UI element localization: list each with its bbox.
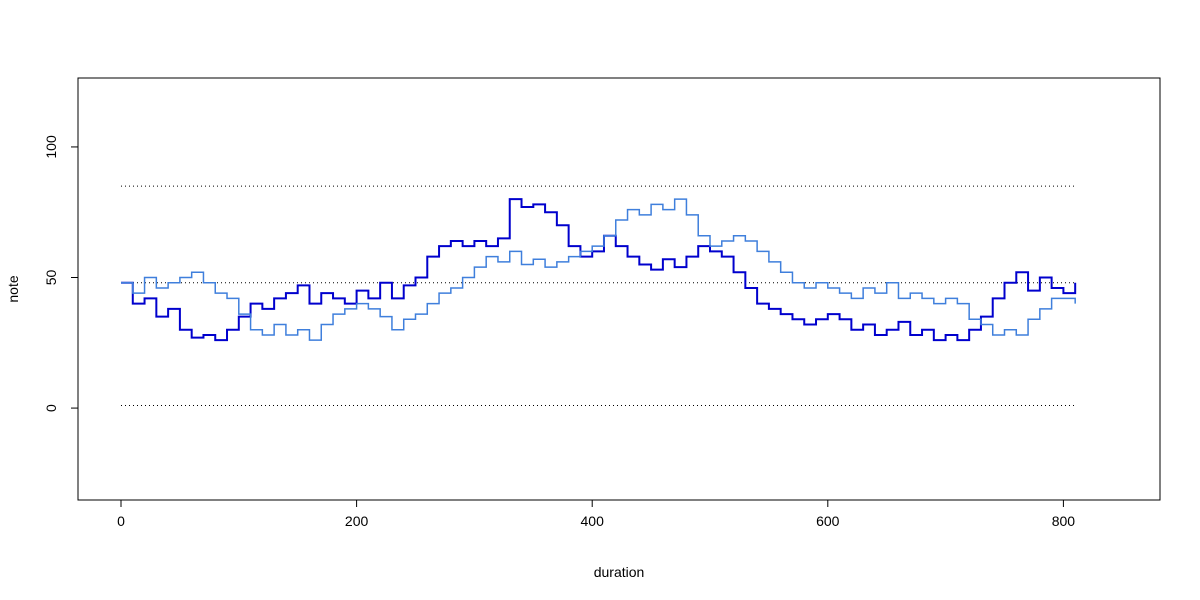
y-axis-label: note bbox=[5, 275, 21, 302]
step-line bbox=[120, 198, 1076, 341]
y-tick-label: 100 bbox=[43, 135, 59, 159]
x-tick-label: 800 bbox=[1052, 513, 1076, 529]
x-tick-label: 0 bbox=[117, 513, 125, 529]
y-tick-label: 0 bbox=[43, 404, 59, 412]
step-line bbox=[120, 198, 1077, 342]
x-tick-label: 600 bbox=[816, 513, 840, 529]
x-axis-label: duration bbox=[594, 564, 645, 580]
y-tick-label: 50 bbox=[43, 270, 59, 286]
x-tick-label: 200 bbox=[345, 513, 369, 529]
x-tick-label: 400 bbox=[581, 513, 605, 529]
plot-box bbox=[77, 77, 1161, 501]
